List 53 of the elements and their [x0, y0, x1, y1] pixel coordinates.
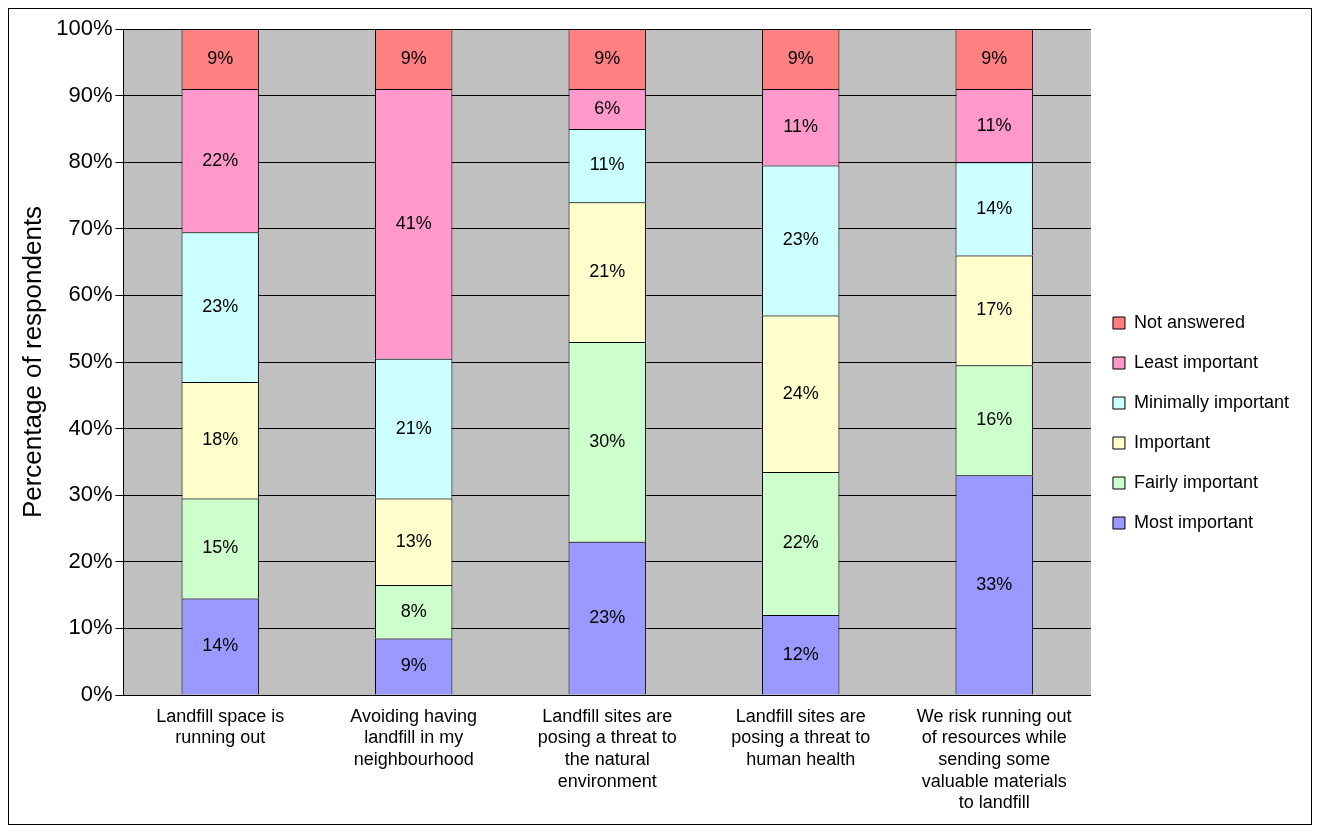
legend-label: Fairly important	[1133, 471, 1258, 492]
y-tick-label: 20%	[68, 547, 113, 573]
data-label: 15%	[202, 537, 239, 558]
x-tick-label: Landfill sites are posing a threat to the natural environment	[537, 705, 677, 791]
data-label: 11%	[783, 116, 819, 137]
data-label: 23%	[782, 229, 819, 250]
x-tick-label: We risk running out of resources while sending some valuable materials to landfill	[916, 705, 1072, 813]
data-label: 9%	[400, 655, 427, 676]
legend-label: Most important	[1133, 511, 1254, 532]
data-label: 18%	[202, 429, 239, 450]
y-tick-label: 40%	[68, 414, 113, 440]
legend-label: Least important	[1133, 351, 1259, 372]
legend-label: Not answered	[1133, 311, 1246, 332]
data-label: 12%	[782, 643, 819, 664]
data-label: 9%	[594, 47, 621, 68]
data-label: 21%	[395, 417, 432, 438]
data-label: 41%	[395, 212, 432, 233]
data-label: 22%	[202, 149, 239, 170]
data-label: 13%	[395, 530, 432, 551]
data-label: 33%	[976, 573, 1013, 594]
data-label: 8%	[400, 600, 427, 621]
data-label: 9%	[981, 47, 1008, 68]
y-tick-label: 10%	[68, 614, 113, 640]
data-label: 9%	[207, 47, 234, 68]
y-tick-label: 80%	[68, 148, 113, 174]
y-axis-title: Percentage of respondents	[16, 205, 47, 519]
data-label: 17%	[976, 299, 1013, 320]
x-tick-label: Landfill space is running out	[156, 705, 285, 748]
legend-label: Minimally important	[1133, 391, 1290, 412]
y-tick-label: 90%	[68, 81, 113, 107]
y-tick-label: 70%	[68, 214, 113, 240]
y-tick-label: 30%	[68, 481, 113, 507]
legend-label: Important	[1133, 431, 1211, 452]
x-tick-label: Avoiding having landfill in my neighbourhood	[350, 705, 478, 769]
data-label: 11%	[589, 154, 625, 175]
y-tick-label: 0%	[80, 681, 113, 707]
data-label: 22%	[782, 532, 819, 553]
data-label: 16%	[976, 409, 1013, 430]
data-label: 21%	[589, 261, 626, 282]
data-label: 14%	[976, 197, 1013, 218]
data-label: 14%	[202, 635, 239, 656]
data-label: 9%	[787, 47, 814, 68]
data-label: 6%	[594, 97, 621, 118]
data-label: 11%	[976, 114, 1012, 135]
data-label: 9%	[400, 47, 427, 68]
data-label: 24%	[782, 382, 819, 403]
y-tick-label: 60%	[68, 281, 113, 307]
y-tick-label: 100%	[56, 15, 113, 41]
data-label: 23%	[202, 296, 239, 317]
data-label: 30%	[589, 430, 626, 451]
data-label: 23%	[589, 607, 626, 628]
y-tick-label: 50%	[68, 348, 113, 374]
x-tick-label: Landfill sites are posing a threat to human health	[731, 705, 871, 769]
